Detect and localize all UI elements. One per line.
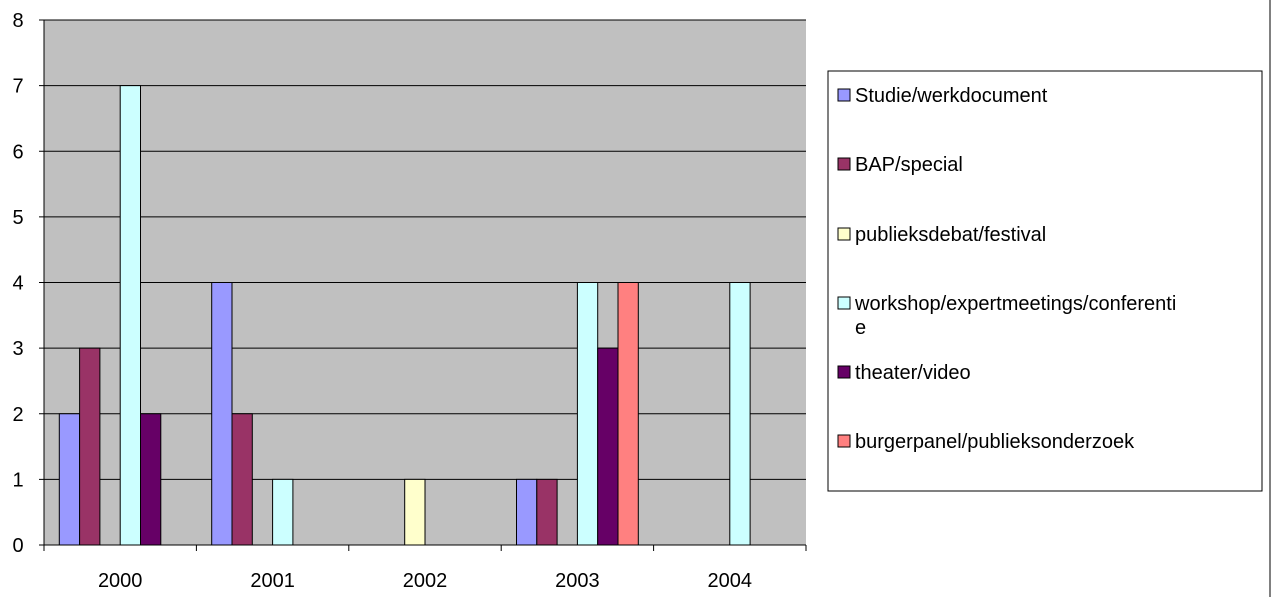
bar-2000-bap-special bbox=[79, 347, 101, 546]
bar-2003-theater-video bbox=[597, 347, 619, 546]
y-tick-label: 0 bbox=[12, 535, 23, 557]
legend-swatch bbox=[837, 296, 851, 310]
x-tick-label: 2001 bbox=[250, 570, 295, 592]
axes bbox=[39, 19, 807, 551]
legend-swatch bbox=[837, 227, 851, 241]
x-tick-label: 2000 bbox=[98, 570, 143, 592]
bar-2001-bap-special bbox=[231, 413, 253, 546]
y-tick-label: 7 bbox=[12, 76, 23, 98]
legend-swatch bbox=[837, 157, 851, 171]
bar-2000-workshop-expertmeetings-conferentie bbox=[119, 85, 141, 546]
x-tick-label: 2004 bbox=[708, 570, 753, 592]
gridlines bbox=[44, 19, 806, 480]
bar-2003-studie-werkdocument bbox=[516, 478, 538, 546]
legend-label: e bbox=[855, 317, 866, 339]
bar-2001-workshop-expertmeetings-conferentie bbox=[272, 478, 294, 546]
legend-label: Studie/werkdocument bbox=[855, 85, 1048, 107]
bar-2003-bap-special bbox=[536, 478, 558, 546]
legend-swatch bbox=[837, 434, 851, 448]
bar-2000-studie-werkdocument bbox=[58, 413, 81, 546]
legend-swatch bbox=[837, 365, 851, 379]
bar-2004-workshop-expertmeetings-conferentie bbox=[729, 282, 751, 546]
x-tick-label: 2003 bbox=[555, 570, 600, 592]
y-tick-label: 8 bbox=[12, 10, 23, 32]
legend-label: workshop/expertmeetings/conferenti bbox=[854, 293, 1176, 315]
y-tick-label: 5 bbox=[12, 207, 23, 229]
bar-2003-burgerpanel-publieksonderzoek bbox=[617, 282, 639, 546]
bar-2003-workshop-expertmeetings-conferentie bbox=[576, 282, 599, 546]
x-axis-tick-labels: 2000 2001 2002 2003 2004 bbox=[98, 570, 752, 592]
bar-2001-studie-werkdocument bbox=[211, 282, 233, 546]
legend-box bbox=[827, 70, 1263, 492]
legend-swatch bbox=[837, 88, 851, 102]
y-tick-label: 6 bbox=[12, 141, 23, 163]
bar-2000-theater-video bbox=[140, 413, 162, 546]
y-tick-label: 4 bbox=[12, 273, 23, 295]
legend-label: burgerpanel/publieksonderzoek bbox=[855, 431, 1135, 453]
y-tick-label: 3 bbox=[12, 338, 23, 360]
y-tick-label: 2 bbox=[12, 404, 23, 426]
legend-label: theater/video bbox=[855, 362, 971, 384]
y-tick-label: 1 bbox=[12, 469, 23, 491]
legend-label: BAP/special bbox=[855, 154, 963, 176]
y-axis-tick-labels: 0 1 2 3 4 5 6 7 8 bbox=[12, 10, 23, 557]
legend: Studie/werkdocument BAP/special publieksde… bbox=[827, 70, 1263, 492]
bar-2002-publieksdebat-festival bbox=[404, 478, 426, 546]
legend-label: publieksdebat/festival bbox=[855, 224, 1046, 246]
x-tick-label: 2002 bbox=[403, 570, 448, 592]
